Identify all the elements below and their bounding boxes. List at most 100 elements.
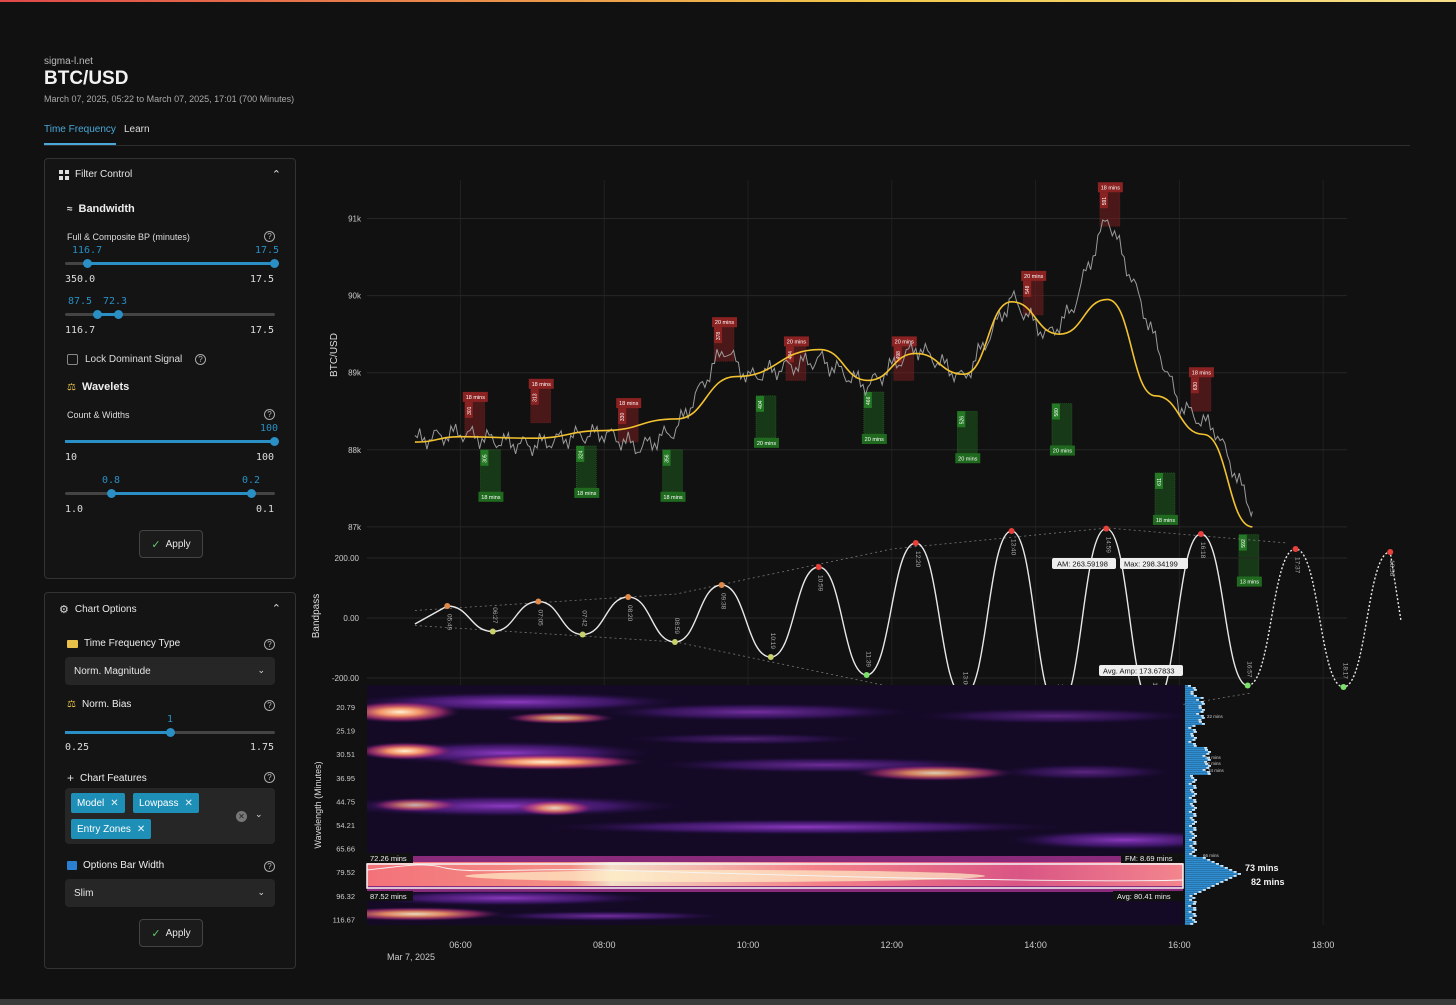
- tf-type-select[interactable]: Norm. Magnitude ⌄: [65, 657, 275, 685]
- chevron-down-icon[interactable]: ⌄: [255, 809, 263, 819]
- spectrum-bar: [1185, 777, 1195, 779]
- wavelength-axis-label: Wavelength (Minutes): [313, 761, 323, 848]
- spectrum-bar-cap: [1189, 839, 1193, 841]
- width-slider-low-thumb[interactable]: [107, 489, 116, 498]
- entry-zone-index-bg: [863, 391, 872, 408]
- spectrum-bar-cap: [1193, 829, 1197, 831]
- spectrum-bar-cap: [1206, 757, 1210, 759]
- norm-bias-value: 1: [167, 714, 174, 725]
- bp-slider-low-thumb[interactable]: [83, 259, 92, 268]
- spectrum-bar: [1185, 769, 1206, 771]
- spectrum-bar-cap: [1192, 795, 1196, 797]
- filter-control-header[interactable]: Filter Control: [59, 169, 132, 180]
- entry-zone-duration: 18 mins: [532, 382, 552, 388]
- spectrum-peak-label: 73 mins: [1245, 863, 1279, 873]
- entry-zone-index-bg: [1099, 192, 1108, 209]
- spectrum-bar: [1185, 809, 1196, 811]
- close-icon[interactable]: ✕: [184, 797, 193, 809]
- spectrum-bar-cap: [1193, 921, 1197, 923]
- site-name: sigma-l.net: [44, 56, 93, 67]
- spectrum-bar-cap: [1193, 815, 1197, 817]
- bottom-scrollbar[interactable]: [0, 999, 1456, 1005]
- apply-chart-options-button[interactable]: ✓ Apply: [139, 919, 203, 947]
- count-slider[interactable]: [65, 437, 279, 446]
- chart-area[interactable]: 06:00 08:00 10:00 12:00 14:00 16:00 18:00: [305, 150, 1410, 970]
- spectrum-bar-cap: [1191, 819, 1195, 821]
- entry-zone-duration: 18 mins: [1192, 370, 1212, 376]
- spectrum-bar-cap: [1190, 775, 1194, 777]
- bp-slider-low-value: 116.7: [72, 245, 103, 256]
- cycle-time-label: 12:20: [914, 551, 921, 568]
- spectrum-bar: [1185, 705, 1202, 707]
- feature-tag-model[interactable]: Model ✕: [71, 793, 125, 813]
- spectrum-bar-cap: [1189, 803, 1193, 805]
- time-frequency-chart[interactable]: 06:00 08:00 10:00 12:00 14:00 16:00 18:00: [305, 150, 1410, 970]
- norm-bias-thumb[interactable]: [166, 728, 175, 737]
- help-icon[interactable]: ?: [264, 861, 275, 872]
- close-icon[interactable]: ✕: [110, 797, 119, 809]
- chart-options-header[interactable]: ⚙ Chart Options: [59, 603, 137, 616]
- width-range-slider[interactable]: [65, 489, 275, 498]
- help-icon[interactable]: ?: [264, 409, 275, 420]
- spectrum-bar-cap: [1216, 863, 1219, 865]
- spectrum-bar: [1185, 881, 1224, 883]
- bp-range-slider[interactable]: [65, 259, 279, 268]
- spectrum-bar-cap: [1194, 893, 1197, 895]
- feature-tag-entry-zones[interactable]: Entry Zones ✕: [71, 819, 152, 839]
- bar-width-select[interactable]: Slim ⌄: [65, 879, 275, 907]
- entry-zone-index-bg: [1238, 534, 1247, 551]
- help-icon[interactable]: ?: [264, 772, 275, 783]
- entry-zone-index: 404: [758, 400, 764, 409]
- composite-slider-low-thumb[interactable]: [93, 310, 102, 319]
- width-slider-high-thumb[interactable]: [247, 489, 256, 498]
- chevron-up-icon[interactable]: ⌃: [271, 603, 281, 615]
- spectrum-bar-cap: [1201, 703, 1205, 705]
- entry-zone-duration-bg: [616, 398, 642, 409]
- bp-slider-high-thumb[interactable]: [270, 259, 279, 268]
- spectrum-bar-cap: [1191, 777, 1195, 779]
- spectrum-bar: [1185, 885, 1215, 887]
- spectrum-bar: [1185, 755, 1206, 757]
- tab-time-frequency[interactable]: Time Frequency: [44, 124, 116, 145]
- spectrum-bar: [1185, 731, 1197, 733]
- entry-zone-duration: 20 mins: [757, 441, 777, 447]
- spectrum-label: 32 mins: [1205, 761, 1222, 766]
- cycle-trough-dot: [579, 631, 586, 638]
- feature-tag-lowpass[interactable]: Lowpass ✕: [133, 793, 199, 813]
- spectrum-bar: [1185, 717, 1205, 719]
- clear-icon[interactable]: ✕: [236, 811, 247, 822]
- chevron-up-icon[interactable]: ⌃: [271, 169, 281, 181]
- selected-band-box[interactable]: [366, 863, 1184, 889]
- spectrum-bar: [1185, 703, 1205, 705]
- help-icon[interactable]: ?: [264, 639, 275, 650]
- help-icon[interactable]: ?: [264, 700, 275, 711]
- entry-zone-index-bg: [618, 408, 627, 425]
- entry-zone-duration: 20 mins: [865, 437, 885, 443]
- composite-slider-high-thumb[interactable]: [114, 310, 123, 319]
- spectrum-bar-cap: [1196, 699, 1200, 701]
- apply-filter-button[interactable]: ✓ Apply: [139, 530, 203, 558]
- help-icon[interactable]: ?: [195, 354, 206, 365]
- close-icon[interactable]: ✕: [136, 823, 146, 835]
- cycle-time-label: 14:59: [1104, 537, 1111, 554]
- lock-dominant-checkbox[interactable]: [67, 354, 78, 365]
- chart-features-multiselect[interactable]: Model ✕ Lowpass ✕ Entry Zones ✕ ✕ ⌄: [65, 788, 275, 844]
- price-panel: 91k 90k 89k 88k 87k BTC/USD 301 18 mins 313 18 …: [329, 182, 1347, 587]
- spectrum-label: 34 mins: [1208, 768, 1225, 773]
- bandpass-panel: 200.00 0.00 -200.00 Bandpass 05:49 06:27 07:…: [311, 525, 1402, 711]
- tab-learn[interactable]: Learn: [124, 124, 150, 135]
- spectrum-bar: [1185, 751, 1211, 753]
- count-slider-thumb[interactable]: [270, 437, 279, 446]
- norm-bias-slider[interactable]: [65, 728, 275, 737]
- spectrum-bar: [1185, 773, 1211, 775]
- spectrum-bar: [1185, 887, 1211, 889]
- spectrum-bar: [1185, 861, 1215, 863]
- composite-range-slider[interactable]: [65, 310, 275, 319]
- spectrum-bar-cap: [1189, 895, 1193, 897]
- help-icon[interactable]: ?: [264, 231, 275, 242]
- chevron-down-icon: ⌄: [257, 665, 265, 675]
- spectrum-bar: [1185, 689, 1197, 691]
- entry-zone-index: 526: [959, 416, 965, 425]
- spectrum-bar-cap: [1207, 859, 1211, 861]
- entry-zone-duration: 20 mins: [1053, 449, 1073, 455]
